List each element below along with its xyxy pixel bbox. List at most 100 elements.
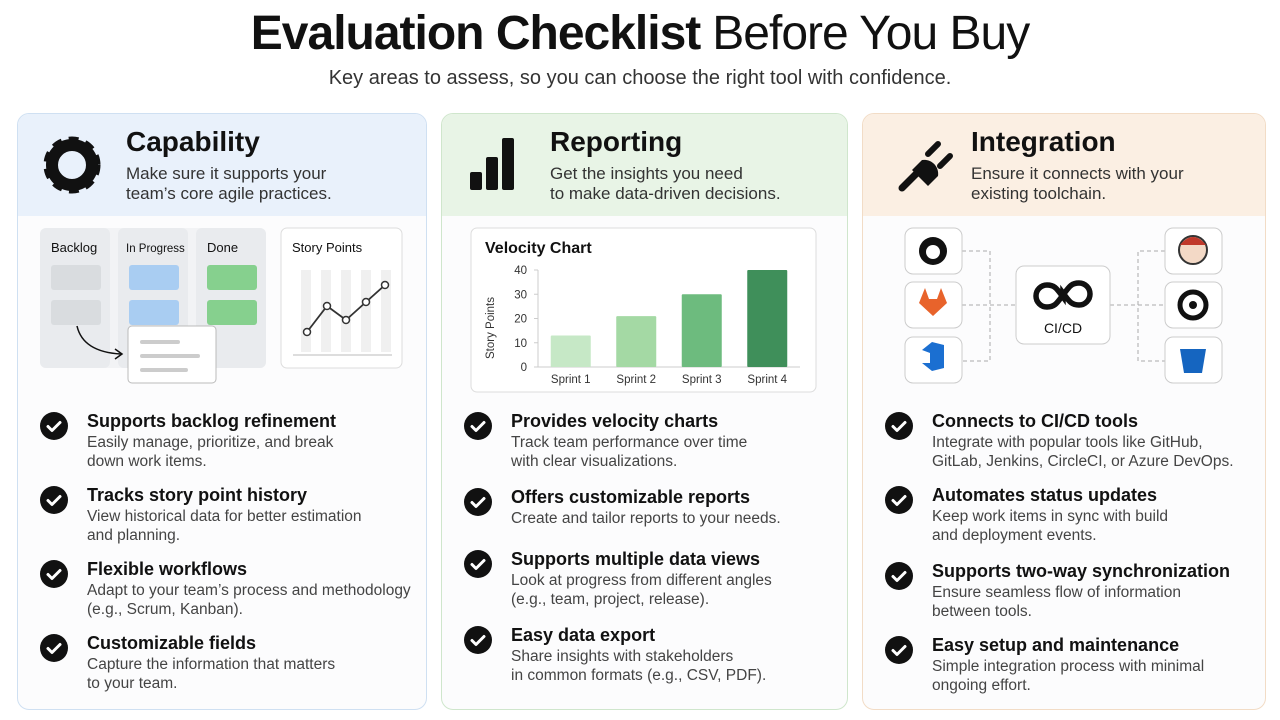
subtitle: Key areas to assess, so you can choose t… xyxy=(328,67,952,89)
item-text: View historical data for better estimati… xyxy=(87,508,362,525)
chart-title: Velocity Chart xyxy=(485,240,592,257)
bar xyxy=(616,316,657,367)
card-line xyxy=(140,354,200,358)
card-description: Make sure it supports your xyxy=(126,164,327,183)
check-icon xyxy=(885,562,913,590)
item-text: Track team performance over time xyxy=(511,434,748,451)
check-icon xyxy=(885,486,913,514)
check-icon xyxy=(464,626,492,654)
card: Integration Ensure it connects with your e… xyxy=(862,113,1266,710)
item-text: ongoing effort. xyxy=(932,677,1031,694)
task-card xyxy=(129,265,179,290)
task-card xyxy=(129,300,179,325)
check-icon xyxy=(885,412,913,440)
card-description: Ensure it connects with your xyxy=(971,164,1184,183)
board-column-label: In Progress xyxy=(126,243,185,255)
hub-label: CI/CD xyxy=(1044,320,1082,336)
item-text: with clear visualizations. xyxy=(511,453,678,470)
item-text: down work items. xyxy=(87,453,207,470)
check-icon xyxy=(464,550,492,578)
x-tick-label: Sprint 1 xyxy=(551,374,591,386)
item-text: Capture the information that matters xyxy=(87,656,336,673)
item-text: in common formats (e.g., CSV, PDF). xyxy=(511,667,767,684)
item-text: GitLab, Jenkins, CircleCI, or Azure DevO… xyxy=(932,453,1234,470)
bar xyxy=(550,335,591,367)
task-card xyxy=(207,300,257,325)
check-mark xyxy=(46,421,62,432)
bars-icon xyxy=(470,172,482,190)
check-mark xyxy=(891,571,907,582)
item-text: Ensure seamless flow of information xyxy=(932,584,1181,601)
item-title: Provides velocity charts xyxy=(511,411,719,431)
check-mark xyxy=(891,645,907,656)
bar xyxy=(681,294,722,367)
check-mark xyxy=(470,559,486,570)
plug-icon xyxy=(925,141,953,169)
item-title: Easy data export xyxy=(511,625,656,645)
task-card xyxy=(51,265,101,290)
bar xyxy=(747,270,788,367)
plug-icon xyxy=(912,159,939,186)
check-mark xyxy=(891,495,907,506)
check-mark xyxy=(46,569,62,580)
item-text: (e.g., Scrum, Kanban). xyxy=(87,601,243,618)
item-title: Supports multiple data views xyxy=(511,549,761,569)
bitbucket-logo xyxy=(1180,349,1206,373)
connector xyxy=(962,250,1016,362)
item-text: to your team. xyxy=(87,675,178,692)
item-title: Flexible workflows xyxy=(87,559,248,579)
board-column-label: Done xyxy=(207,240,238,255)
circleci-logo xyxy=(1189,301,1197,309)
page-title: Evaluation Checklist Before You Buy xyxy=(0,6,1280,61)
item-title: Customizable fields xyxy=(87,633,257,653)
check-icon xyxy=(40,486,68,514)
task-card xyxy=(207,265,257,290)
check-mark xyxy=(470,421,486,432)
hub-icon xyxy=(1033,280,1093,310)
item-text: Create and tailor reports to your needs. xyxy=(511,510,781,527)
item-text: and deployment events. xyxy=(932,527,1097,544)
card-heading: Capability xyxy=(126,126,260,157)
check-icon xyxy=(464,412,492,440)
mini-point xyxy=(341,315,351,325)
y-tick-label: 10 xyxy=(514,338,527,350)
item-text: Share insights with stakeholders xyxy=(511,648,734,665)
item-text: Simple integration process with minimal xyxy=(932,658,1205,675)
bars-icon xyxy=(502,138,514,190)
bars-icon xyxy=(486,157,498,190)
item-title: Supports two-way synchronization xyxy=(932,561,1231,581)
y-tick-label: 20 xyxy=(514,314,527,326)
y-tick-label: 40 xyxy=(514,265,527,277)
github-logo xyxy=(926,245,940,259)
item-title: Automates status updates xyxy=(932,485,1158,505)
y-tick-label: 30 xyxy=(514,289,527,301)
item-text: Integrate with popular tools like GitHub… xyxy=(932,434,1203,451)
plug-icon xyxy=(898,170,920,192)
mini-point xyxy=(322,301,332,311)
check-mark xyxy=(891,421,907,432)
azure-logo xyxy=(922,342,944,371)
drag-arrow xyxy=(114,348,124,360)
card: Reporting Get the insights you need to mak… xyxy=(441,113,848,710)
item-text: (e.g., team, project, release). xyxy=(511,591,710,608)
mini-point xyxy=(361,297,371,307)
gitlab-logo xyxy=(919,288,947,316)
item-title: Easy setup and maintenance xyxy=(932,635,1180,655)
card-description: to make data-driven decisions. xyxy=(550,184,781,203)
check-mark xyxy=(470,635,486,646)
item-title: Connects to CI/CD tools xyxy=(932,411,1138,431)
check-mark xyxy=(470,497,486,508)
title-bold: Evaluation Checklist xyxy=(250,7,701,60)
check-icon xyxy=(40,412,68,440)
board-column-label: Backlog xyxy=(51,240,97,255)
check-mark xyxy=(46,643,62,654)
item-text: and planning. xyxy=(87,527,181,544)
x-tick-label: Sprint 4 xyxy=(747,374,787,386)
check-icon xyxy=(40,560,68,588)
title-regular: Before You Buy xyxy=(712,7,1030,60)
item-text: Adapt to your team’s process and methodo… xyxy=(87,582,411,599)
x-tick-label: Sprint 3 xyxy=(682,374,722,386)
check-icon xyxy=(464,488,492,516)
jenkins-logo xyxy=(1180,237,1206,245)
